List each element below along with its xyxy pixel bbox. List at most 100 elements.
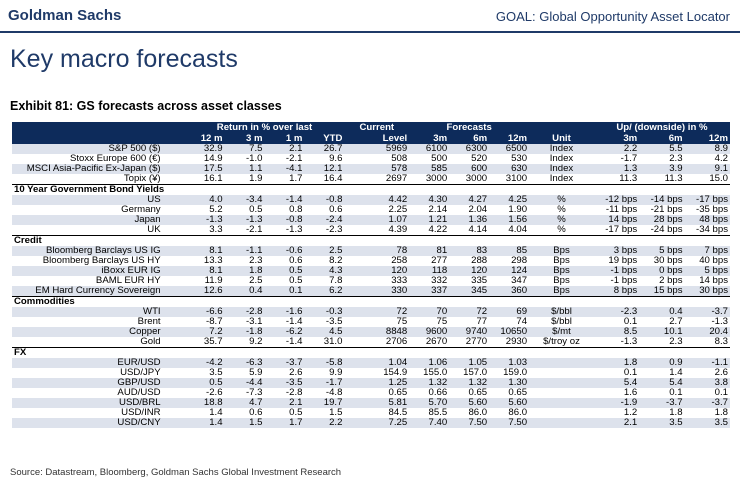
row-label: Bloomberg Barclays US HY xyxy=(42,255,161,266)
value-cell: -2.3 xyxy=(325,224,343,235)
value-cell: -4.4 xyxy=(224,378,265,388)
column-header: 3m xyxy=(593,133,640,144)
value-cell: 4.5 xyxy=(304,327,345,337)
value-cell: 69 xyxy=(489,307,530,317)
column-header: 3 m xyxy=(224,133,265,144)
value-cell: 2.3 xyxy=(669,336,683,347)
value-cell: 1.3 xyxy=(593,164,640,174)
value-cell: 4.14 xyxy=(468,224,488,235)
value-cell: 0.4 xyxy=(224,286,265,297)
value-cell: 5.70 xyxy=(409,398,450,408)
value-cell: 288 xyxy=(471,255,488,266)
value-cell: 530 xyxy=(511,153,528,164)
value-cell: 0.65 xyxy=(388,387,408,398)
value-cell: 8848 xyxy=(344,327,410,337)
value-cell: -14 bps xyxy=(639,195,685,205)
value-cell: 2697 xyxy=(385,173,408,184)
value-cell: 1.4 xyxy=(669,367,683,378)
section-header-row: 10 Year Government Bond Yields xyxy=(12,184,730,195)
value-cell: -1.6 xyxy=(264,307,305,317)
row-label: EUR/USD xyxy=(12,358,185,368)
table-row: Stoxx Europe 600 (€) 14.9 -1.0 -2.1 9.6 508 50… xyxy=(12,154,730,164)
row-label: Japan xyxy=(12,215,185,225)
value-cell: 1.1 xyxy=(224,164,265,174)
value-cell: 17.5 xyxy=(184,164,225,174)
value-cell: 2.1 xyxy=(593,418,640,428)
row-label: USD/BRL xyxy=(12,398,185,408)
value-cell: 4.0 xyxy=(184,195,225,205)
column-header: Level xyxy=(344,133,410,144)
value-cell: 31.0 xyxy=(323,336,343,347)
value-cell: 1.25 xyxy=(344,378,410,388)
value-cell: 0.8 xyxy=(289,204,303,215)
brand-logo-text: Goldman Sachs xyxy=(8,7,122,24)
value-cell: 9740 xyxy=(449,327,490,337)
table-row: USD/BRL 18.8 4.7 2.1 19.7 5.81 5.70 5.60 5.60 -1.… xyxy=(12,398,730,408)
value-cell: -6.6 xyxy=(184,307,225,317)
unit-cell xyxy=(529,408,594,418)
value-cell: 4.30 xyxy=(409,195,450,205)
value-cell: -1.1 xyxy=(224,246,265,256)
value-cell: 1.30 xyxy=(489,378,530,388)
value-cell: 333 xyxy=(391,275,408,286)
row-label: USD/JPY xyxy=(120,367,161,378)
value-cell: 10.1 xyxy=(639,327,685,337)
value-cell: -4.1 xyxy=(264,164,305,174)
value-cell: -11 bps xyxy=(605,204,638,215)
value-cell: -0.8 xyxy=(264,215,305,225)
value-cell: 7.5 xyxy=(224,144,265,154)
value-cell: 9.6 xyxy=(329,153,343,164)
value-cell: 330 xyxy=(344,286,410,297)
unit-cell: Bps xyxy=(529,246,594,256)
column-header: YTD xyxy=(304,133,345,144)
value-cell: 4.27 xyxy=(449,195,490,205)
value-cell: 16.4 xyxy=(323,173,343,184)
value-cell: 8.9 xyxy=(684,144,730,154)
value-cell: 0.5 xyxy=(184,378,225,388)
forecasts-group-header: Forecasts xyxy=(409,122,530,133)
value-cell: 8.5 xyxy=(593,327,640,337)
value-cell: 2706 xyxy=(385,336,408,347)
value-cell: 86.0 xyxy=(468,407,488,418)
value-cell: 4.25 xyxy=(489,195,530,205)
value-cell: 1.6 xyxy=(623,387,638,398)
value-cell: 26.7 xyxy=(304,144,345,154)
column-header: 6m xyxy=(639,133,685,144)
value-cell: -2.3 xyxy=(593,307,640,317)
table-row: USD/JPY 3.5 5.9 2.6 9.9 154.9 155.0 157.0 159.0 0… xyxy=(12,368,730,378)
value-cell: 5.9 xyxy=(249,367,263,378)
value-cell: 1.5 xyxy=(329,407,343,418)
table-row: Bloomberg Barclays US HY 13.3 2.3 0.6 8.2 258… xyxy=(12,256,730,266)
value-cell: 5.60 xyxy=(489,398,530,408)
value-cell: 5.2 xyxy=(209,204,223,215)
row-label: AUD/USD xyxy=(117,387,161,398)
value-cell: 332 xyxy=(431,275,448,286)
value-cell: 2.14 xyxy=(428,204,448,215)
value-cell: -2.1 xyxy=(285,153,303,164)
unit-cell: % xyxy=(529,215,594,225)
value-cell: 13.3 xyxy=(203,255,223,266)
value-cell: 345 xyxy=(449,286,490,297)
value-cell: -2.6 xyxy=(206,387,223,398)
value-cell: -2.1 xyxy=(245,224,263,235)
unit-cell: Bps xyxy=(529,266,594,276)
value-cell: 3000 xyxy=(465,173,488,184)
value-cell: -3.7 xyxy=(684,398,730,408)
value-cell: 11.3 xyxy=(619,173,638,184)
value-cell: 14 bps xyxy=(699,275,728,286)
row-label: BAML EUR HY xyxy=(95,275,161,286)
unit-cell xyxy=(529,398,594,408)
value-cell: 520 xyxy=(471,153,488,164)
value-cell: 6.2 xyxy=(304,286,345,297)
table-body: S&P 500 ($) 32.9 7.5 2.1 26.7 5969 6100 6300 650… xyxy=(12,144,730,428)
unit-cell: Index xyxy=(549,153,574,164)
value-cell: 2.3 xyxy=(249,255,263,266)
value-cell: 630 xyxy=(489,164,530,174)
value-cell: 157.0 xyxy=(463,367,488,378)
value-cell: 0.5 xyxy=(264,266,305,276)
value-cell: 2.5 xyxy=(249,275,263,286)
source-note: Source: Datastream, Bloomberg, Goldman S… xyxy=(10,467,342,478)
table-group-header-row: Return in % over last Current Forecasts … xyxy=(12,122,730,133)
value-cell: -12 bps xyxy=(593,195,640,205)
